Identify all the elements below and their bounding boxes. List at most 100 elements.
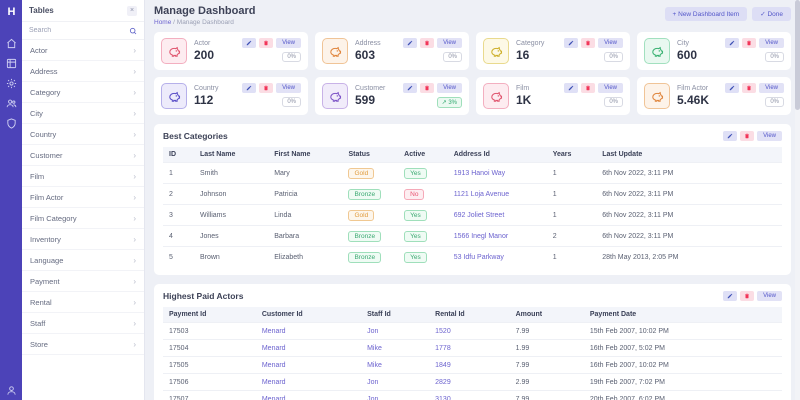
highest-paid-actors-table: Payment Id Customer Id Staff Id Rental I… [163,307,782,400]
sidebar-item-address[interactable]: Address › [22,61,144,82]
chevron-right-icon: › [133,276,136,286]
delete-icon[interactable] [420,83,435,93]
done-button[interactable]: ✓ Done [752,7,791,21]
table-row: 17506 Menard Jon 2829 2.99 19th Feb 2007… [163,373,782,391]
shield-icon[interactable] [6,118,17,129]
view-button[interactable]: View [276,83,301,93]
table-icon[interactable] [6,58,17,69]
edit-icon[interactable] [242,38,257,48]
delete-icon[interactable] [581,83,596,93]
card-label: Address [355,40,381,47]
address-link[interactable]: 692 Joliet Street [453,211,505,219]
change-badge: 0% [282,52,301,62]
sidebar-item-film-actor[interactable]: Film Actor › [22,187,144,208]
scrollbar-thumb[interactable] [795,0,800,110]
delete-icon[interactable] [742,38,757,48]
card-label: Category [516,40,545,47]
customer-link[interactable]: Menard [261,395,286,400]
stat-card-country: Country 112 View 0% [154,77,308,115]
rental-link[interactable]: 2829 [435,378,451,386]
address-link[interactable]: 53 Idfu Parkway [453,253,504,261]
delete-icon[interactable] [420,38,435,48]
close-icon[interactable]: × [127,5,137,16]
view-button[interactable]: View [437,83,462,93]
view-button[interactable]: View [598,83,623,93]
staff-link[interactable]: Jon [367,378,379,386]
new-dashboard-item-button[interactable]: + New Dashboard Item [664,7,748,21]
edit-icon[interactable] [403,38,418,48]
edit-icon[interactable] [564,38,579,48]
edit-icon[interactable] [725,83,740,93]
piggy-bank-icon [161,38,187,64]
delete-icon[interactable] [742,83,757,93]
rental-link[interactable]: 1849 [435,361,451,369]
sidebar-item-staff[interactable]: Staff › [22,313,144,334]
customer-link[interactable]: Menard [261,344,286,352]
edit-icon[interactable] [723,131,738,141]
sidebar-item-film-category[interactable]: Film Category › [22,208,144,229]
nav-rail: H [0,0,22,400]
view-button[interactable]: View [759,38,784,48]
change-badge: 0% [443,52,462,62]
user-profile-icon[interactable] [6,385,17,396]
edit-icon[interactable] [242,83,257,93]
view-button[interactable]: View [437,38,462,48]
customer-link[interactable]: Menard [261,361,286,369]
sidebar-item-rental[interactable]: Rental › [22,292,144,313]
table-row: 1 Smith Mary Gold Yes 1913 Hanoi Way 1 6th … [163,162,782,184]
sidebar-item-film[interactable]: Film › [22,166,144,187]
page-scrollbar[interactable] [795,0,800,400]
search-input[interactable] [29,27,129,34]
delete-icon[interactable] [259,83,274,93]
rental-link[interactable]: 1778 [435,344,451,352]
chevron-right-icon: › [133,87,136,97]
edit-icon[interactable] [564,83,579,93]
view-button[interactable]: View [757,131,782,141]
view-button[interactable]: View [598,38,623,48]
staff-link[interactable]: Jon [367,327,379,335]
customer-link[interactable]: Menard [261,327,286,335]
home-icon[interactable] [6,38,17,49]
view-button[interactable]: View [759,83,784,93]
edit-icon[interactable] [723,291,738,301]
customer-link[interactable]: Menard [261,378,286,386]
edit-icon[interactable] [403,83,418,93]
delete-icon[interactable] [740,291,755,301]
address-link[interactable]: 1121 Loja Avenue [453,190,510,198]
piggy-bank-icon [322,38,348,64]
sidebar-item-inventory[interactable]: Inventory › [22,229,144,250]
staff-link[interactable]: Jon [367,395,379,400]
staff-link[interactable]: Mike [367,344,382,352]
sidebar-item-actor[interactable]: Actor › [22,40,144,61]
sidebar-item-store[interactable]: Store › [22,334,144,355]
view-button[interactable]: View [276,38,301,48]
gear-icon[interactable] [6,78,17,89]
column-header: Last Update [596,147,782,163]
delete-icon[interactable] [740,131,755,141]
delete-icon[interactable] [581,38,596,48]
stat-card-address: Address 603 View 0% [315,32,469,70]
view-button[interactable]: View [757,291,782,301]
sidebar-item-language[interactable]: Language › [22,250,144,271]
piggy-bank-icon [483,83,509,109]
breadcrumb-home-link[interactable]: Home [154,19,172,26]
address-link[interactable]: 1566 Inegl Manor [453,232,509,240]
panel-title: Best Categories [163,131,228,141]
sidebar-item-country[interactable]: Country › [22,124,144,145]
table-row: 4 Jones Barbara Bronze Yes 1566 Inegl Mano… [163,225,782,247]
delete-icon[interactable] [259,38,274,48]
sidebar-item-payment[interactable]: Payment › [22,271,144,292]
change-badge: ↗ 3% [436,97,462,108]
rental-link[interactable]: 3130 [435,395,451,400]
users-icon[interactable] [6,98,17,109]
card-label: Film Actor [677,85,709,92]
sidebar-item-city[interactable]: City › [22,103,144,124]
address-link[interactable]: 1913 Hanoi Way [453,169,506,177]
search-icon[interactable] [129,27,137,35]
edit-icon[interactable] [725,38,740,48]
rental-link[interactable]: 1520 [435,327,451,335]
sidebar-item-category[interactable]: Category › [22,82,144,103]
column-header: Amount [509,307,584,323]
sidebar-item-customer[interactable]: Customer › [22,145,144,166]
staff-link[interactable]: Mike [367,361,382,369]
